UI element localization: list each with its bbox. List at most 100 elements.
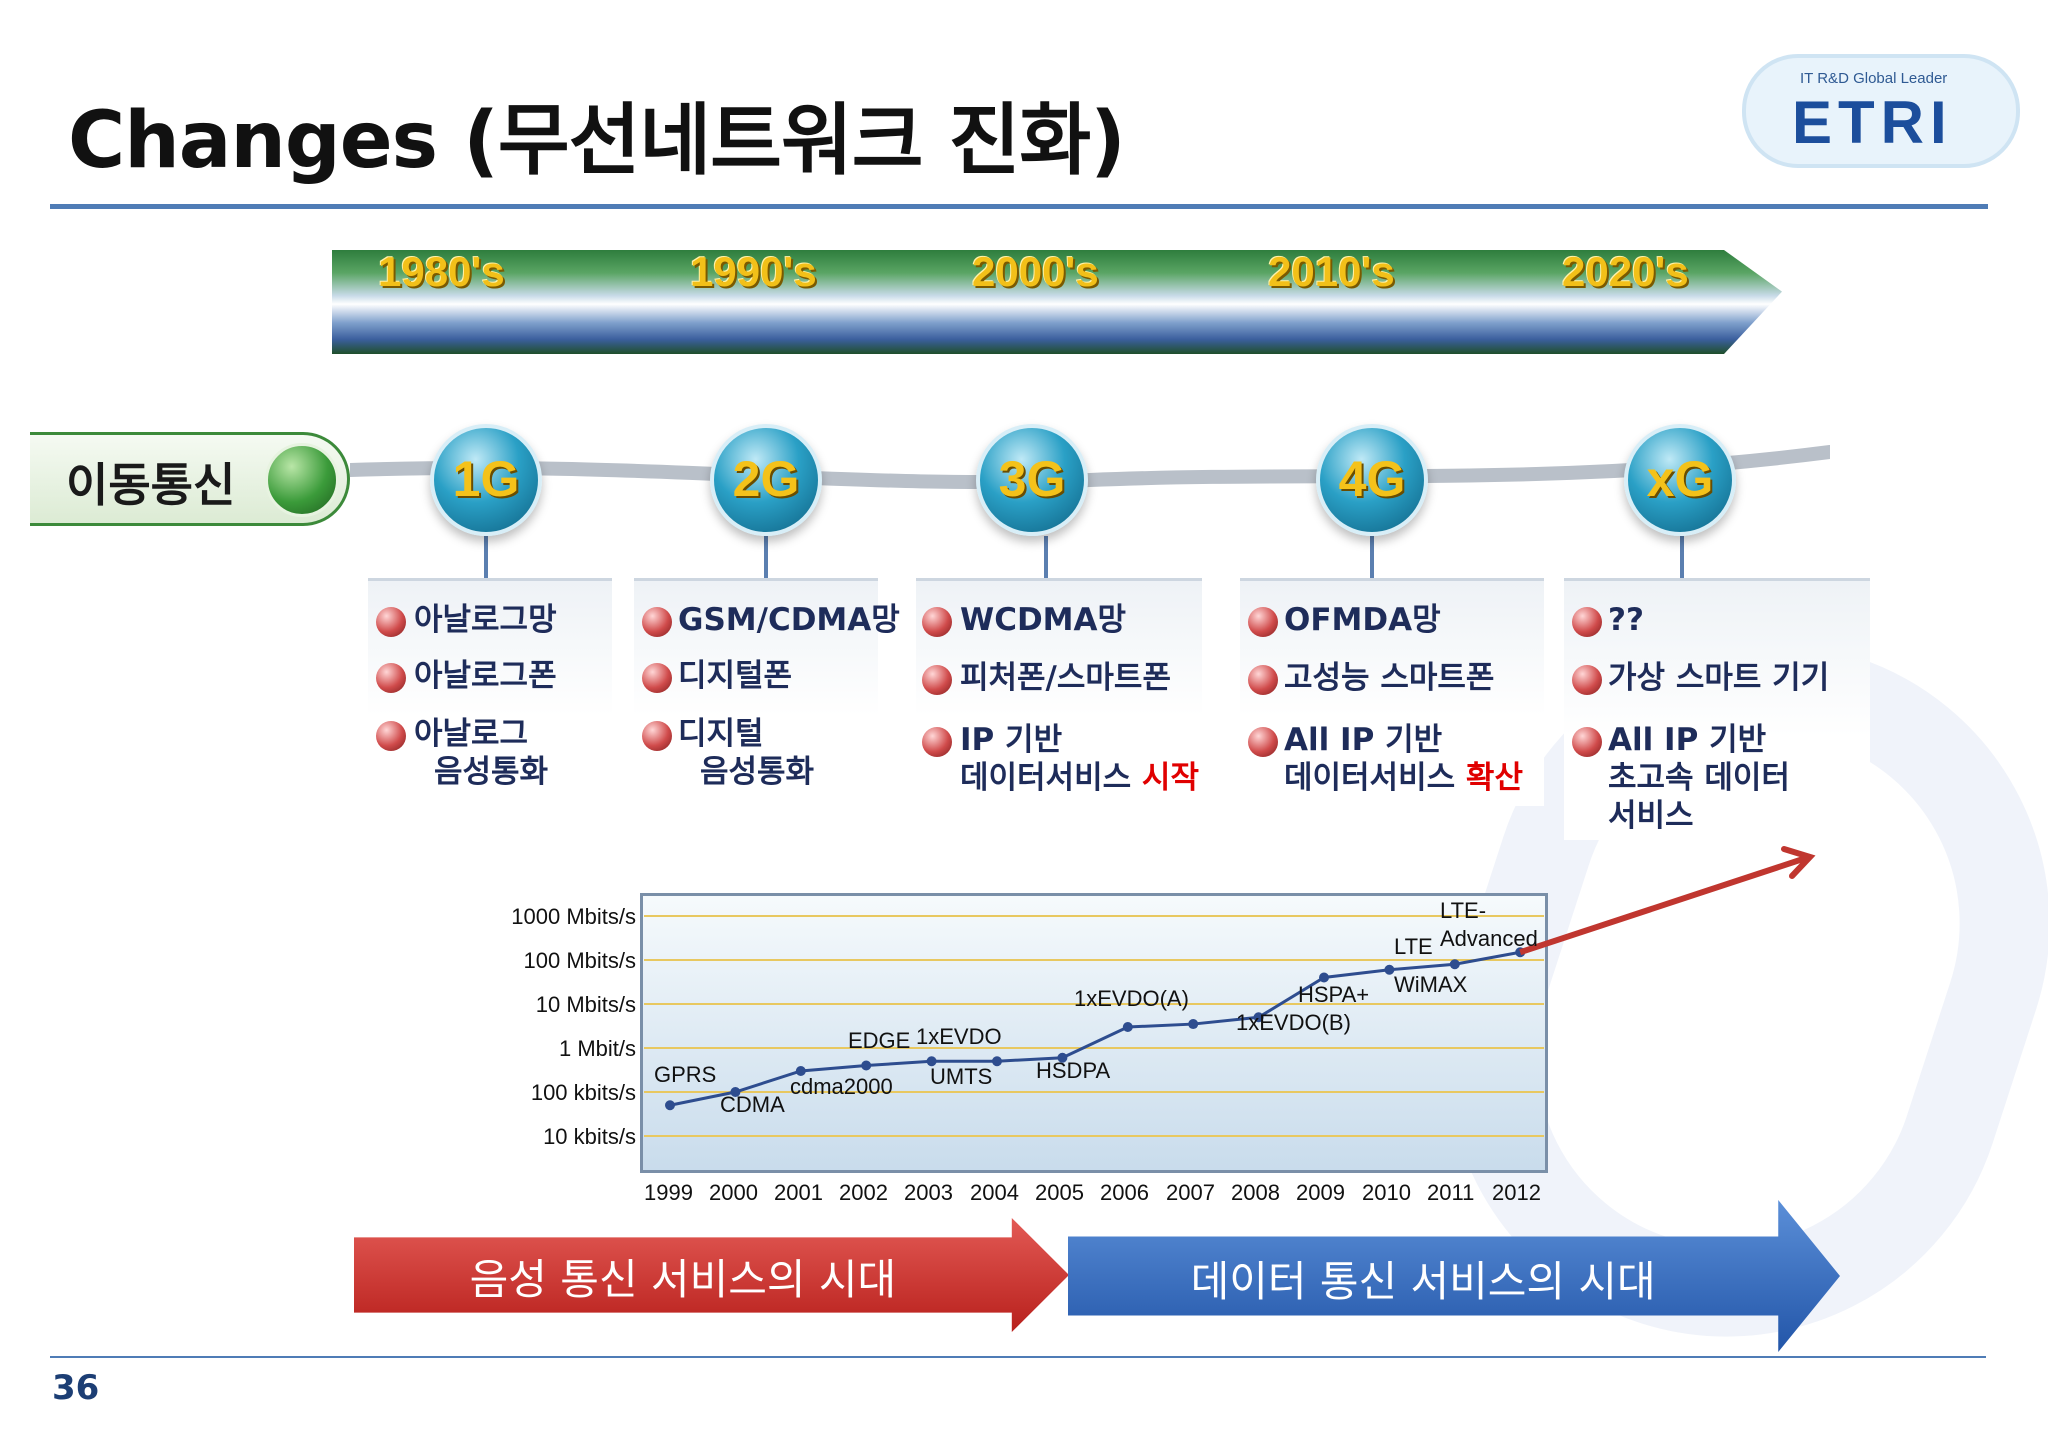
feature-item: All IP 기반 — [1608, 722, 1767, 758]
y-tick: 100 Mbits/s — [523, 948, 637, 973]
tech-label: HSPA+ — [1298, 982, 1370, 1007]
feature-item: 디지털폰 — [678, 658, 793, 694]
gen-label: 1G — [452, 451, 520, 507]
feature-item: GSM/CDMA망 — [678, 602, 900, 638]
features-3g: WCDMA망 피처폰/스마트폰 IP 기반 데이터서비스 시작 — [916, 578, 1202, 806]
features-xg: ?? 가상 스마트 기기 All IP 기반 초고속 데이터 서비스 — [1564, 578, 1870, 840]
decade-2010s: 2010's — [1268, 248, 1395, 295]
feature-item: 가상 스마트 기기 — [1608, 660, 1830, 696]
bullet-icon — [1572, 607, 1602, 637]
bullet-icon — [376, 663, 406, 693]
voice-era-label: 음성 통신 서비스의 시대 — [469, 1255, 897, 1304]
tech-label: cdma2000 — [790, 1074, 893, 1099]
feature-item: WCDMA망 — [960, 602, 1127, 638]
feature-item: 디지털 — [678, 716, 764, 752]
mobile-communication-label: 이동통신 — [30, 432, 350, 526]
generation-xg-circle: xG — [1624, 424, 1736, 536]
x-tick: 2011 — [1427, 1180, 1475, 1205]
bullet-icon — [1572, 665, 1602, 695]
tech-label: 1xEVDO — [916, 1024, 1002, 1049]
x-tick: 2010 — [1362, 1180, 1411, 1205]
feature-item: All IP 기반 — [1284, 722, 1443, 758]
tech-label: HSDPA — [1036, 1058, 1111, 1083]
generation-3g-circle: 3G — [976, 424, 1088, 536]
bullet-icon — [642, 721, 672, 751]
y-tick: 10 Mbits/s — [535, 992, 636, 1017]
bullet-icon — [1248, 665, 1278, 695]
stem-1g — [484, 536, 488, 600]
logo-tagline: IT R&D Global Leader — [1800, 70, 1948, 87]
bullet-icon — [376, 721, 406, 751]
y-tick: 1 Mbit/s — [558, 1036, 636, 1061]
generation-4g-circle: 4G — [1316, 424, 1428, 536]
feature-item: IP 기반 — [960, 722, 1063, 758]
feature-item: OFMDA망 — [1284, 602, 1441, 638]
stem-xg — [1680, 536, 1684, 596]
highlight-start: 시작 — [1141, 760, 1199, 796]
feature-item-cont: 초고속 데이터 — [1608, 760, 1790, 796]
feature-item-cont: 음성통화 — [434, 754, 549, 790]
generation-wave-line — [350, 445, 1830, 490]
x-tick: 2009 — [1296, 1180, 1345, 1205]
feature-item: 아날로그망 — [414, 602, 557, 638]
logo-wordmark: ETRI — [1792, 89, 1953, 156]
decade-1990s: 1990's — [690, 248, 817, 295]
bullet-icon — [922, 665, 952, 695]
x-tick: 2000 — [709, 1180, 758, 1205]
mobile-label-text: 이동통신 — [66, 458, 236, 512]
bullet-icon — [642, 663, 672, 693]
x-tick: 2005 — [1035, 1180, 1084, 1205]
feature-item: 아날로그 — [414, 716, 529, 752]
footer-divider — [50, 1356, 1986, 1358]
tech-label: LTE- — [1440, 898, 1487, 923]
bullet-icon — [1248, 727, 1278, 757]
x-tick: 2002 — [839, 1180, 888, 1205]
page-title: Changes (무선네트워크 진화) — [68, 96, 1126, 186]
feature-item-text: 데이터서비스 — [960, 760, 1142, 796]
tech-label: GPRS — [654, 1062, 717, 1087]
y-tick: 100 kbits/s — [530, 1080, 636, 1105]
bullet-icon — [642, 607, 672, 637]
feature-item-cont: 데이터서비스 확산 — [1284, 759, 1523, 797]
gen-label: 4G — [1338, 451, 1406, 507]
features-1g: 아날로그망 아날로그폰 아날로그 음성통화 — [368, 578, 612, 806]
tech-label: 1xEVDO(A) — [1074, 986, 1189, 1011]
gen-label: 2G — [732, 451, 800, 507]
x-tick: 2007 — [1166, 1180, 1215, 1205]
page-number: 36 — [52, 1368, 100, 1408]
voice-era-arrow: 음성 통신 서비스의 시대 — [354, 1218, 1069, 1332]
tech-label: Advanced — [1440, 926, 1538, 951]
tech-label: WiMAX — [1394, 972, 1468, 997]
y-tick: 1000 Mbits/s — [511, 904, 636, 929]
decade-timeline-arrow — [332, 250, 1782, 354]
feature-item: 피처폰/스마트폰 — [960, 660, 1171, 696]
x-tick: 1999 — [644, 1180, 693, 1205]
title-divider — [50, 204, 1988, 209]
generation-2g-circle: 2G — [710, 424, 822, 536]
tech-label: LTE — [1394, 934, 1433, 959]
feature-item-cont: 음성통화 — [700, 754, 815, 790]
x-tick: 2003 — [904, 1180, 953, 1205]
x-tick: 2008 — [1231, 1180, 1280, 1205]
feature-item-cont: 서비스 — [1608, 798, 1694, 834]
y-tick: 10 kbits/s — [543, 1124, 636, 1149]
bullet-icon — [922, 727, 952, 757]
stem-2g — [764, 536, 768, 592]
etri-logo: IT R&D Global Leader ETRI — [1742, 54, 2020, 168]
generation-1g-circle: 1G — [430, 424, 542, 536]
green-ball-icon — [265, 443, 339, 517]
bullet-icon — [922, 607, 952, 637]
gen-label: xG — [1646, 451, 1714, 507]
tech-label: CDMA — [720, 1092, 785, 1117]
feature-item: 고성능 스마트폰 — [1284, 660, 1495, 696]
highlight-expand: 확산 — [1465, 760, 1523, 796]
gen-label: 3G — [998, 451, 1066, 507]
tech-label: 1xEVDO(B) — [1236, 1010, 1351, 1035]
bullet-icon — [1572, 727, 1602, 757]
bullet-icon — [376, 607, 406, 637]
bullet-icon — [1248, 607, 1278, 637]
feature-item-text: 데이터서비스 — [1284, 760, 1466, 796]
feature-item-cont: 데이터서비스 시작 — [960, 759, 1199, 797]
features-2g: GSM/CDMA망 디지털폰 디지털 음성통화 — [634, 578, 900, 806]
x-tick: 2004 — [970, 1180, 1019, 1205]
